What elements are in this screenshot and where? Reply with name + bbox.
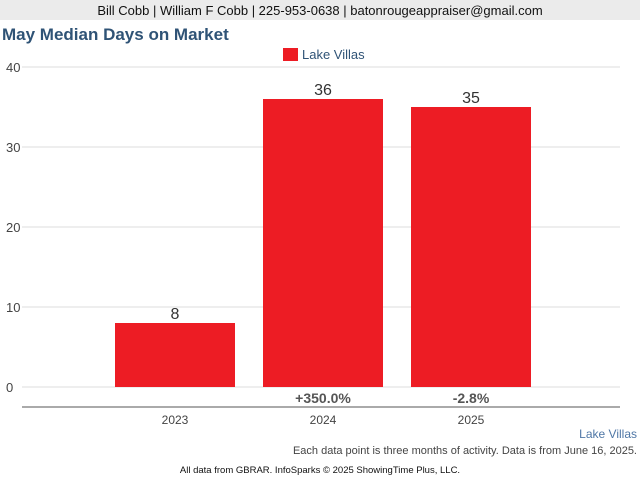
data-label: 8 xyxy=(171,306,180,323)
y-tick-label: 0 xyxy=(6,380,13,395)
chart-title: May Median Days on Market xyxy=(2,25,229,44)
legend-swatch xyxy=(283,47,298,61)
bar xyxy=(411,107,531,387)
data-note: Each data point is three months of activ… xyxy=(292,445,637,457)
x-tick-label: 2023 xyxy=(162,413,189,427)
y-tick-label: 30 xyxy=(6,140,20,155)
legend-label: Lake Villas xyxy=(302,46,365,62)
legend[interactable]: Lake Villas xyxy=(283,46,365,62)
footer-credit: All data from GBRAR. InfoSparks © 2025 S… xyxy=(179,465,461,476)
change-label: -2.8% xyxy=(453,390,490,406)
contact-header: Bill Cobb | William F Cobb | 225-953-063… xyxy=(0,0,640,20)
y-tick-label: 10 xyxy=(6,300,20,315)
bar xyxy=(263,99,383,387)
y-tick-label: 20 xyxy=(6,220,20,235)
data-label: 35 xyxy=(462,90,480,107)
x-tick-label: 2025 xyxy=(458,413,485,427)
change-label: +350.0% xyxy=(295,390,351,406)
x-tick-label: 2024 xyxy=(310,413,337,427)
data-label: 36 xyxy=(314,82,332,99)
series-label: Lake Villas xyxy=(579,427,637,441)
y-tick-label: 40 xyxy=(6,60,20,75)
bar xyxy=(115,323,235,387)
